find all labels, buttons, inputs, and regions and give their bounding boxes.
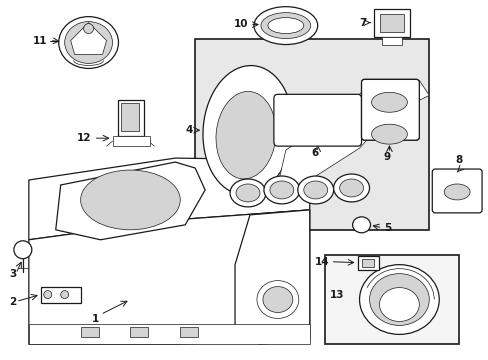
Polygon shape <box>56 162 205 240</box>
Ellipse shape <box>297 176 333 204</box>
FancyBboxPatch shape <box>41 287 81 302</box>
Ellipse shape <box>59 17 118 68</box>
Ellipse shape <box>371 124 407 144</box>
FancyBboxPatch shape <box>195 39 428 230</box>
FancyBboxPatch shape <box>130 328 148 337</box>
Ellipse shape <box>443 184 469 200</box>
Polygon shape <box>29 210 309 345</box>
Text: 11: 11 <box>33 36 48 46</box>
FancyBboxPatch shape <box>81 328 99 337</box>
FancyBboxPatch shape <box>361 80 419 140</box>
FancyBboxPatch shape <box>29 324 309 345</box>
Text: 3: 3 <box>9 269 16 279</box>
Ellipse shape <box>379 288 419 321</box>
Circle shape <box>14 241 32 259</box>
Text: 6: 6 <box>310 148 318 158</box>
Text: 8: 8 <box>455 155 462 165</box>
Ellipse shape <box>267 18 303 33</box>
Ellipse shape <box>81 170 180 230</box>
FancyBboxPatch shape <box>324 255 458 345</box>
Polygon shape <box>235 210 309 345</box>
Text: 14: 14 <box>314 257 329 267</box>
Text: 4: 4 <box>185 125 193 135</box>
Ellipse shape <box>333 174 369 202</box>
Ellipse shape <box>269 181 293 199</box>
Text: 2: 2 <box>9 297 16 306</box>
Ellipse shape <box>64 22 112 63</box>
FancyBboxPatch shape <box>357 256 379 270</box>
Circle shape <box>61 291 68 298</box>
Text: 9: 9 <box>383 152 390 162</box>
Polygon shape <box>29 158 309 240</box>
Text: 10: 10 <box>233 19 247 28</box>
FancyBboxPatch shape <box>180 328 198 337</box>
Ellipse shape <box>352 217 370 233</box>
FancyBboxPatch shape <box>382 37 402 45</box>
Ellipse shape <box>339 179 363 197</box>
FancyBboxPatch shape <box>380 14 404 32</box>
FancyBboxPatch shape <box>361 80 419 140</box>
Ellipse shape <box>359 265 438 334</box>
Text: 5: 5 <box>384 223 391 233</box>
FancyBboxPatch shape <box>361 259 374 267</box>
FancyBboxPatch shape <box>121 103 139 131</box>
Polygon shape <box>269 80 428 195</box>
Ellipse shape <box>303 181 327 199</box>
Ellipse shape <box>371 92 407 112</box>
Text: 12: 12 <box>77 133 91 143</box>
Polygon shape <box>71 23 106 54</box>
Ellipse shape <box>256 280 298 319</box>
FancyBboxPatch shape <box>374 9 409 37</box>
Ellipse shape <box>369 274 428 325</box>
FancyBboxPatch shape <box>273 94 361 146</box>
Ellipse shape <box>229 179 265 207</box>
Text: 7: 7 <box>358 18 366 28</box>
Ellipse shape <box>236 184 260 202</box>
FancyBboxPatch shape <box>112 136 150 146</box>
Ellipse shape <box>261 13 310 39</box>
FancyBboxPatch shape <box>431 169 481 213</box>
Ellipse shape <box>216 91 275 179</box>
Circle shape <box>44 291 52 298</box>
Ellipse shape <box>264 176 299 204</box>
FancyBboxPatch shape <box>118 100 144 136</box>
Circle shape <box>83 24 93 33</box>
Text: 1: 1 <box>92 314 99 324</box>
Ellipse shape <box>203 66 292 195</box>
Ellipse shape <box>263 287 292 312</box>
Text: 13: 13 <box>329 289 344 300</box>
Ellipse shape <box>253 7 317 45</box>
